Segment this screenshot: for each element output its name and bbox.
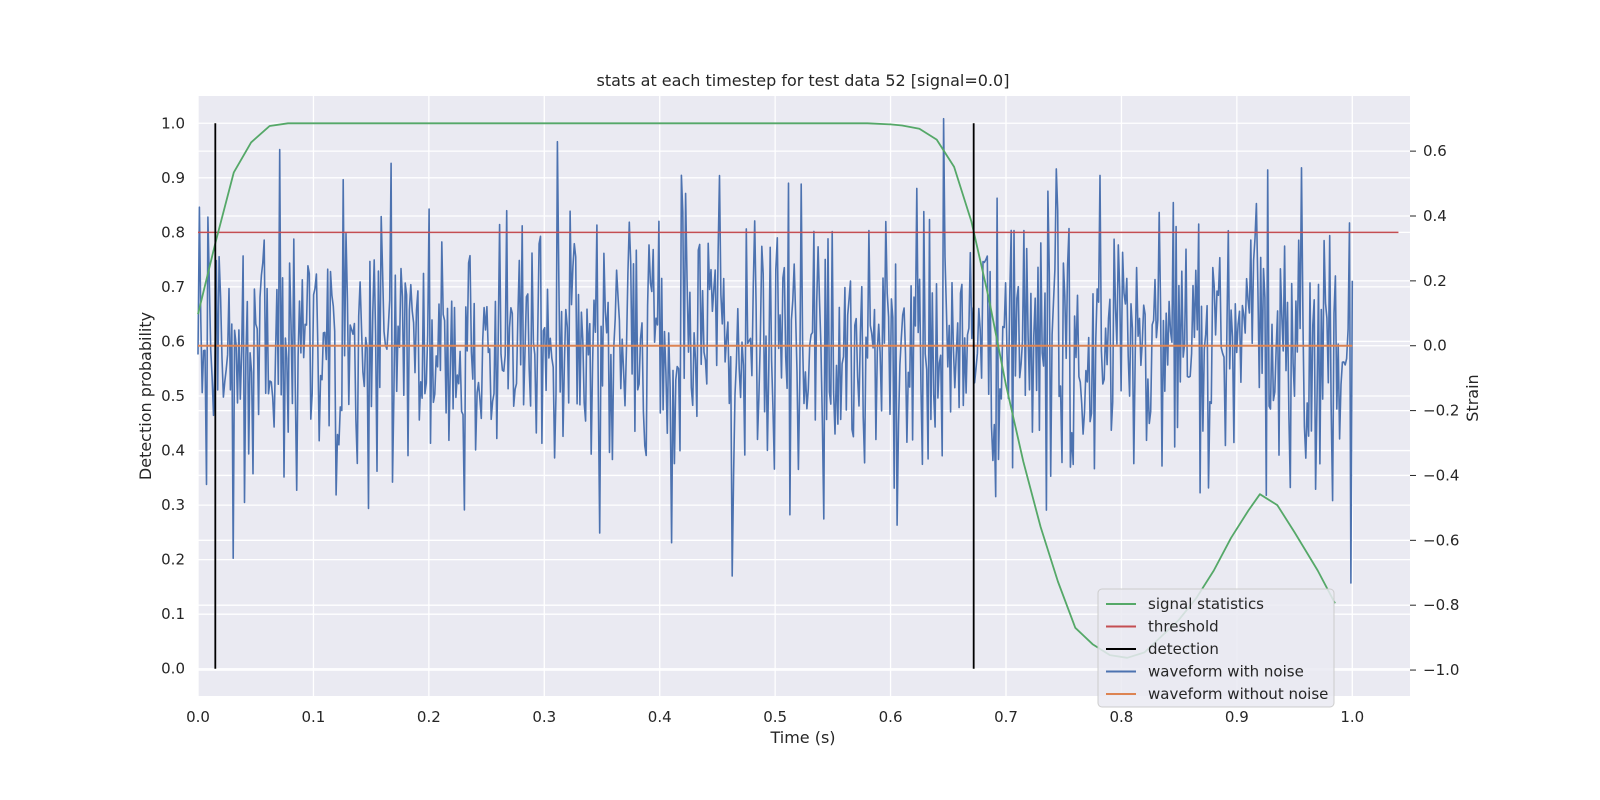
x-axis-label: Time (s) [769, 728, 835, 747]
y-axis-ticks: 0.0 0.1 0.2 0.3 0.4 0.5 0.6 0.7 0.8 0.9 1.0 [161, 114, 185, 677]
x-tick-label: 0.3 [532, 708, 556, 726]
y-tick-label: 1.0 [161, 114, 185, 132]
y-tick-label: 0.4 [161, 442, 185, 460]
y-tick-label: 0.7 [161, 278, 185, 296]
y2-tick-label: 0.0 [1423, 337, 1447, 355]
legend: signal statistics threshold detection wavef… [1097, 588, 1335, 708]
series-signal-statistics [197, 122, 1336, 659]
series-layer [197, 117, 1399, 669]
y2-tick-label: −1.0 [1423, 661, 1459, 679]
x-tick-label: 0.9 [1225, 708, 1249, 726]
x-tick-label: 0.0 [186, 708, 210, 726]
y2-tick-label: 0.6 [1423, 142, 1447, 160]
y2-tick-label: −0.8 [1423, 596, 1459, 614]
y2-tick-label: −0.6 [1423, 531, 1459, 549]
x-tick-label: 0.2 [417, 708, 441, 726]
y-axis-label: Detection probability [136, 312, 155, 480]
x-tick-label: 0.5 [763, 708, 787, 726]
legend-label: waveform with noise [1148, 663, 1304, 681]
x-tick-label: 0.4 [648, 708, 672, 726]
legend-box [1097, 588, 1335, 708]
y-tick-label: 0.5 [161, 387, 185, 405]
y-tick-label: 0.3 [161, 496, 185, 514]
y2-tick-label: 0.4 [1423, 207, 1447, 225]
x-axis-ticks: 0.0 0.1 0.2 0.3 0.4 0.5 0.6 0.7 0.8 0.9 1.0 [186, 708, 1364, 726]
y-tick-label: 0.2 [161, 551, 185, 569]
y2-tick-label: −0.2 [1423, 402, 1459, 420]
y-tick-label: 0.9 [161, 169, 185, 187]
y-tick-label: 0.6 [161, 332, 185, 350]
x-tick-label: 0.7 [994, 708, 1018, 726]
y2-axis-label: Strain [1463, 374, 1482, 421]
y2-tick-label: 0.2 [1423, 272, 1447, 290]
x-tick-label: 1.0 [1340, 708, 1364, 726]
y2-axis-ticks: −1.0 −0.8 −0.6 −0.4 −0.2 0.0 0.2 0.4 0.6 [1410, 142, 1459, 679]
x-tick-label: 0.8 [1109, 708, 1133, 726]
legend-label: detection [1148, 640, 1219, 658]
y-tick-label: 0.8 [161, 223, 185, 241]
legend-label: threshold [1148, 618, 1219, 636]
x-tick-label: 0.6 [879, 708, 903, 726]
legend-label: waveform without noise [1148, 685, 1328, 703]
y-tick-label: 0.0 [161, 660, 185, 678]
x-tick-label: 0.1 [301, 708, 325, 726]
chart-title: stats at each timestep for test data 52 … [597, 71, 1010, 90]
y2-tick-label: −0.4 [1423, 466, 1459, 484]
y-tick-label: 0.1 [161, 605, 185, 623]
legend-label: signal statistics [1148, 595, 1264, 613]
